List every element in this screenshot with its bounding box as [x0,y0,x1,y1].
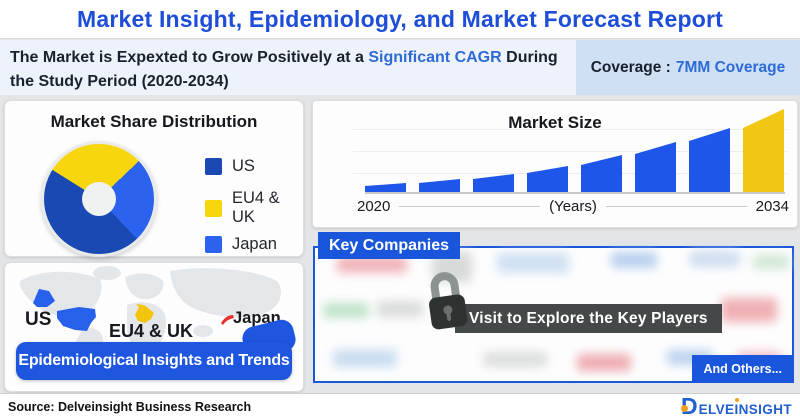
blurred-logo [721,298,777,322]
coverage-value: 7MM Coverage [675,58,786,76]
epidemiology-panel: US EU4 & UK Japan Epidemiological Insigh… [4,262,304,392]
subtitle-post: During [501,49,558,66]
explore-key-players-tooltip[interactable]: Visit to Explore the Key Players [455,304,722,333]
gridline [353,151,787,152]
subtitle-text: The Market is Expexted to Grow Positivel… [0,40,576,95]
key-companies-box: Visit to Explore the Key Players And Oth… [313,246,794,383]
market-size-bar [635,142,676,192]
x-axis: 2020 (Years) 2034 [357,198,789,215]
region-label-eu4uk: EU4 & UK [109,321,194,341]
legend-item-japan: Japan [205,235,303,254]
padlock-icon [421,267,474,339]
page-title: Market Insight, Epidemiology, and Market… [77,5,723,32]
blurred-logo [483,352,547,367]
pie-legend: US EU4 & UK Japan [205,157,303,267]
bar-chart-area [365,101,785,194]
x-axis-line [605,206,747,207]
market-share-panel: Market Share Distribution US EU4 & UK Ja… [4,100,304,257]
subtitle-pre: The Market is Expexted to Grow Positivel… [10,49,369,66]
legend-swatch-eu4uk [205,199,222,217]
coverage-label: Coverage : [590,58,671,76]
blurred-logo [337,255,407,273]
us-map-shape [33,289,96,331]
blurred-logo [611,252,657,268]
eu-map-shape [135,304,154,323]
bar-chart-title: Market Size [508,113,602,132]
delveinsight-logo: D ELVEINSIGHT [680,393,792,419]
x-axis-line [399,206,541,207]
legend-item-us: US [205,157,303,176]
key-companies-header: Key Companies [318,232,460,259]
legend-label-us: US [232,157,255,175]
blurred-logo [497,253,569,273]
market-size-bar [689,128,730,192]
subtitle-row: The Market is Expexted to Grow Positivel… [0,40,800,95]
blurred-logo [577,354,631,371]
x-axis-label: (Years) [549,198,597,215]
source-text: Source: Delveinsight Business Research [8,400,252,414]
and-others-badge[interactable]: And Others... [691,355,794,383]
x-axis-end: 2034 [755,198,789,215]
footer: Source: Delveinsight Business Research D… [0,393,800,420]
blurred-logo [690,251,740,267]
legend-swatch-us [205,158,222,175]
legend-label-japan: Japan [232,235,277,253]
market-size-bar [473,174,514,192]
x-axis-start: 2020 [357,198,391,215]
logo-text: ELVEINSIGHT [698,402,792,417]
japan-map-shape [221,315,234,325]
blurred-logo [333,350,397,367]
donut-hole [82,182,116,216]
gridline [353,129,787,130]
subtitle-highlight: Significant CAGR [368,49,502,66]
coverage-box: Coverage : 7MM Coverage [576,40,800,95]
legend-swatch-japan [205,236,222,253]
epidemiological-insights-button[interactable]: Epidemiological Insights and Trends [16,342,292,380]
blurred-logo [323,303,369,318]
market-size-bar [365,183,406,192]
legend-item-eu4uk: EU4 & UK [205,189,303,227]
pie-chart-title: Market Share Distribution [50,112,258,131]
subtitle-line2: the Study Period (2020-2034) [10,73,229,90]
legend-label-eu4uk: EU4 & UK [232,189,280,226]
gridline [353,173,787,174]
region-label-us: US [25,309,52,330]
market-size-bar [581,155,622,192]
market-size-bar [527,166,568,192]
title-bar: Market Insight, Epidemiology, and Market… [0,0,800,39]
donut-chart [41,141,157,257]
market-size-panel: Market Size 2020 (Years) 2034 [312,100,798,228]
market-size-bar [743,109,784,192]
blurred-logo [753,255,789,269]
market-size-bar [419,179,460,192]
logo-d-mark: D [680,393,698,419]
blurred-logo [377,301,423,317]
